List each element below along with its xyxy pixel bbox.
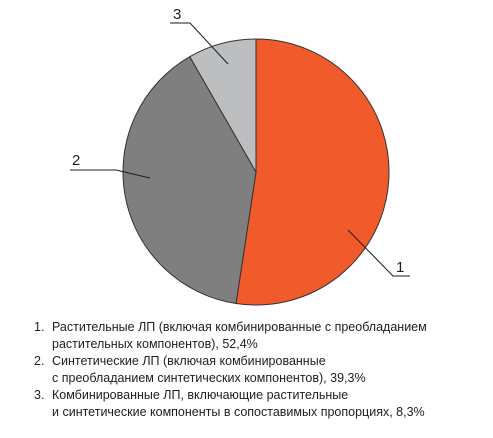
legend-number-2: 2. <box>34 354 45 368</box>
callout-label-3: 3 <box>173 6 181 23</box>
legend-item-3: 3. Комбинированные ЛП, включающие растит… <box>34 387 484 420</box>
pie-slice-2 <box>122 55 257 305</box>
callout-line-2 <box>70 169 151 179</box>
callout-line-1 <box>347 229 410 277</box>
pie-slices <box>122 38 390 306</box>
legend-text-1: Растительные ЛП (включая комбинированные… <box>52 320 427 351</box>
legend-number-1: 1. <box>34 320 45 334</box>
callout-label-1: 1 <box>396 259 404 276</box>
callout-label-2: 2 <box>72 152 80 169</box>
legend-text-2: Синтетические ЛП (включая комбинированны… <box>52 354 366 385</box>
callout-line-3 <box>170 22 229 65</box>
pie-chart: 1 2 3 <box>70 6 410 306</box>
pie-slice-3 <box>189 38 257 174</box>
legend-item-2: 2. Синтетические ЛП (включая комбинирова… <box>34 353 484 386</box>
legend-number-3: 3. <box>34 388 45 402</box>
pie-callouts: 1 2 3 <box>70 6 410 277</box>
legend-item-1: 1. Растительные ЛП (включая комбинирован… <box>34 319 484 352</box>
legend-text-3: Комбинированные ЛП, включающие раститель… <box>52 388 425 419</box>
pie-slice-1 <box>235 38 390 306</box>
legend: 1. Растительные ЛП (включая комбинирован… <box>34 319 484 421</box>
